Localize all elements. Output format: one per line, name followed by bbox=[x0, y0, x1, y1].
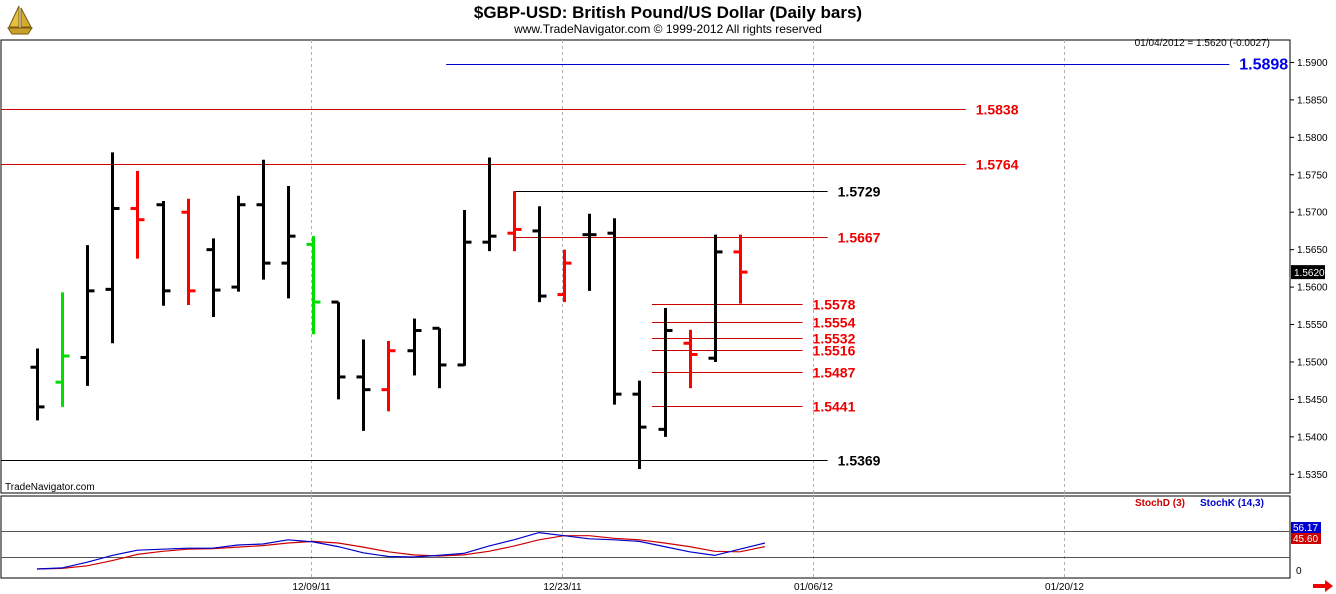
stoch-legend-item: StochD (3) bbox=[1135, 498, 1185, 509]
price-bar bbox=[130, 171, 145, 259]
y-tick-label: 1.5750 bbox=[1297, 170, 1328, 181]
price-bar bbox=[482, 157, 497, 252]
level-label: 1.5898 bbox=[1239, 57, 1288, 74]
x-tick-label: 01/06/12 bbox=[794, 582, 833, 593]
x-tick-label: 01/20/12 bbox=[1045, 582, 1084, 593]
price-bar bbox=[381, 341, 396, 412]
y-tick-label: 1.5900 bbox=[1297, 58, 1328, 69]
price-bar bbox=[256, 159, 271, 280]
price-bar bbox=[407, 318, 422, 376]
stoch-readout-tag bbox=[1291, 522, 1321, 533]
stochK-line bbox=[36, 531, 766, 570]
stoch-tick-label: 0 bbox=[1296, 566, 1302, 577]
level-label: 1.5578 bbox=[813, 297, 856, 313]
price-levels: 1.5898 1.5838 1.5764 1.5729 1.5667 1.5578 1.55… bbox=[1, 57, 1288, 469]
price-bar bbox=[457, 209, 472, 367]
last-price-label: 1.5620 bbox=[1294, 268, 1325, 279]
price-bar bbox=[557, 249, 572, 303]
y-tick-label: 1.5800 bbox=[1297, 133, 1328, 144]
copyright-subtitle: www.TradeNavigator.com © 1999-2012 All r… bbox=[513, 22, 822, 36]
price-bar bbox=[331, 300, 346, 400]
price-bar bbox=[356, 339, 371, 431]
watermark-text: TradeNavigator.com bbox=[5, 482, 95, 493]
price-bar bbox=[55, 292, 70, 407]
logo-sail-right bbox=[20, 7, 32, 28]
level-label: 1.5532 bbox=[813, 331, 856, 347]
stoch-readout-label: 45.60 bbox=[1293, 534, 1318, 545]
y-tick-label: 1.5450 bbox=[1297, 395, 1328, 406]
price-bar bbox=[607, 218, 622, 405]
level-label: 1.5729 bbox=[838, 184, 881, 200]
y-tick-label: 1.5600 bbox=[1297, 283, 1328, 294]
price-bar bbox=[156, 200, 171, 306]
level-label: 1.5667 bbox=[838, 230, 881, 246]
date-gridlines bbox=[311, 40, 1065, 578]
stoch-readout-label: 56.17 bbox=[1293, 523, 1318, 534]
price-bar bbox=[658, 308, 673, 437]
level-label: 1.5838 bbox=[976, 102, 1019, 118]
price-axis: 1.5900 1.5850 1.5800 1.5750 1.5700 1.5650 1.56… bbox=[1290, 58, 1328, 481]
price-bar bbox=[532, 206, 547, 303]
price-bar bbox=[105, 152, 120, 344]
last-quote-readout: 01/04/2012 = 1.5620 (-0.0027) bbox=[1135, 38, 1270, 49]
stochD-line bbox=[36, 535, 766, 570]
level-label: 1.5764 bbox=[976, 157, 1019, 173]
price-bar bbox=[683, 329, 698, 389]
last-price-tag bbox=[1291, 265, 1325, 280]
level-label: 1.5369 bbox=[838, 453, 881, 469]
logo-sail-left bbox=[8, 5, 20, 28]
arrow-right-icon[interactable] bbox=[1313, 580, 1333, 592]
price-panel-frame bbox=[0, 39, 1291, 494]
price-bar bbox=[281, 186, 296, 299]
y-tick-label: 1.5700 bbox=[1297, 208, 1328, 219]
price-bar bbox=[306, 236, 321, 335]
level-label: 1.5487 bbox=[813, 365, 856, 381]
stoch-legend-item: StochK (14,3) bbox=[1200, 498, 1264, 509]
level-label: 1.5554 bbox=[813, 315, 856, 331]
price-bar bbox=[206, 238, 221, 318]
x-tick-label: 12/23/11 bbox=[543, 582, 582, 593]
price-bar bbox=[708, 234, 723, 362]
stoch-readout-tag bbox=[1291, 533, 1321, 544]
level-label: 1.5441 bbox=[813, 399, 856, 415]
price-bar bbox=[432, 326, 447, 389]
price-bar bbox=[507, 191, 522, 252]
y-tick-label: 1.5550 bbox=[1297, 320, 1328, 331]
price-bar bbox=[231, 195, 246, 292]
price-bar bbox=[30, 348, 45, 421]
price-bar bbox=[632, 380, 647, 470]
boat-logo-icon bbox=[4, 2, 36, 36]
x-tick-label: 12/09/11 bbox=[292, 582, 331, 593]
stochastic-panel-frame bbox=[0, 495, 1291, 579]
price-bar bbox=[80, 245, 95, 386]
price-bar bbox=[733, 234, 748, 304]
y-tick-label: 1.5350 bbox=[1297, 470, 1328, 481]
price-bar bbox=[181, 198, 196, 306]
ohlc-bars bbox=[30, 152, 748, 470]
y-tick-label: 1.5650 bbox=[1297, 245, 1328, 256]
arrow-right-shape[interactable] bbox=[1313, 580, 1333, 592]
y-tick-label: 1.5850 bbox=[1297, 95, 1328, 106]
y-tick-label: 1.5400 bbox=[1297, 432, 1328, 443]
level-label: 1.5516 bbox=[813, 343, 856, 359]
y-tick-label: 1.5500 bbox=[1297, 357, 1328, 368]
logo-hull bbox=[7, 27, 33, 35]
chart-title: $GBP-USD: British Pound/US Dollar (Daily… bbox=[474, 3, 862, 22]
price-bar bbox=[582, 213, 597, 291]
